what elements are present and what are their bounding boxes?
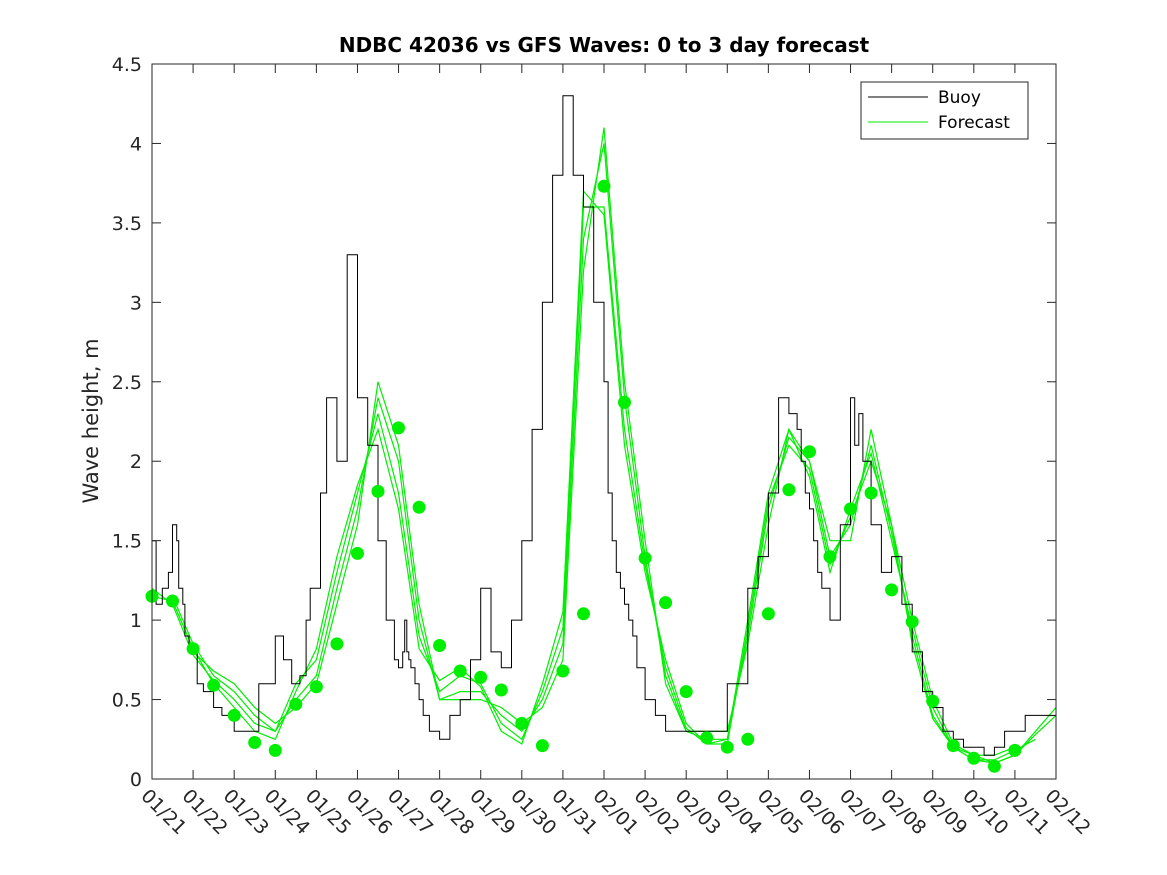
forecast-marker bbox=[535, 739, 549, 753]
forecast-marker bbox=[330, 637, 344, 651]
chart-title: NDBC 42036 vs GFS Waves: 0 to 3 day fore… bbox=[339, 33, 870, 57]
forecast-marker bbox=[803, 445, 816, 459]
y-tick-label: 1 bbox=[130, 610, 142, 632]
forecast-marker bbox=[309, 680, 323, 694]
forecast-marker bbox=[844, 502, 857, 516]
forecast-marker bbox=[207, 678, 221, 692]
forecast-marker bbox=[618, 395, 631, 409]
forecast-marker bbox=[371, 484, 385, 498]
forecast-marker bbox=[638, 551, 652, 565]
forecast-marker bbox=[268, 743, 282, 757]
legend: Buoy Forecast bbox=[860, 81, 1029, 140]
forecast-marker bbox=[433, 639, 447, 652]
forecast-marker bbox=[967, 751, 981, 765]
y-tick-label: 2.5 bbox=[112, 372, 142, 394]
forecast-marker bbox=[515, 716, 529, 730]
forecast-marker bbox=[227, 708, 241, 722]
y-tick-label: 1.5 bbox=[112, 531, 142, 553]
forecast-marker bbox=[289, 697, 303, 711]
forecast-marker bbox=[494, 683, 508, 697]
forecast-marker bbox=[474, 670, 488, 684]
forecast-marker bbox=[885, 583, 899, 597]
forecast-marker bbox=[166, 594, 179, 608]
forecast-marker bbox=[864, 486, 878, 500]
forecast-marker bbox=[556, 664, 570, 678]
forecast-marker bbox=[453, 664, 467, 678]
y-tick-label: 4 bbox=[130, 133, 142, 155]
forecast-marker bbox=[248, 736, 262, 749]
forecast-marker bbox=[926, 694, 940, 708]
forecast-run-line-4 bbox=[192, 127, 1016, 756]
forecast-marker bbox=[700, 731, 714, 745]
legend-buoy-label: Buoy bbox=[938, 88, 981, 108]
y-tick-label: 3 bbox=[130, 292, 142, 314]
y-tick-label: 3.5 bbox=[112, 213, 142, 235]
forecast-marker bbox=[392, 421, 405, 435]
y-tick-label: 2 bbox=[130, 451, 142, 473]
forecast-marker bbox=[679, 685, 693, 699]
y-tick-label: 0.5 bbox=[112, 690, 142, 712]
legend-box bbox=[860, 81, 1029, 140]
forecast-marker bbox=[741, 732, 755, 746]
forecast-marker bbox=[577, 607, 590, 621]
forecast-marker bbox=[823, 550, 837, 564]
forecast-marker bbox=[597, 179, 611, 193]
forecast-marker bbox=[720, 740, 734, 754]
forecast-marker bbox=[351, 546, 364, 560]
forecast-marker bbox=[987, 759, 1001, 773]
y-tick-label: 0 bbox=[130, 769, 142, 791]
forecast-marker bbox=[186, 642, 200, 656]
y-axis-label: Wave height, m bbox=[79, 338, 103, 503]
legend-forecast-label: Forecast bbox=[938, 113, 1010, 133]
forecast-marker bbox=[761, 607, 775, 621]
y-tick-label: 4.5 bbox=[112, 54, 142, 76]
forecast-marker bbox=[412, 500, 426, 514]
buoy-line bbox=[152, 95, 1057, 756]
forecast-marker bbox=[782, 483, 796, 497]
forecast-marker bbox=[1008, 743, 1022, 757]
forecast-marker bbox=[659, 596, 673, 610]
forecast-marker bbox=[905, 615, 919, 629]
forecast-marker bbox=[946, 739, 960, 753]
forecast-run-line-1 bbox=[151, 189, 1057, 764]
forecast-run-line-3 bbox=[171, 143, 1036, 761]
